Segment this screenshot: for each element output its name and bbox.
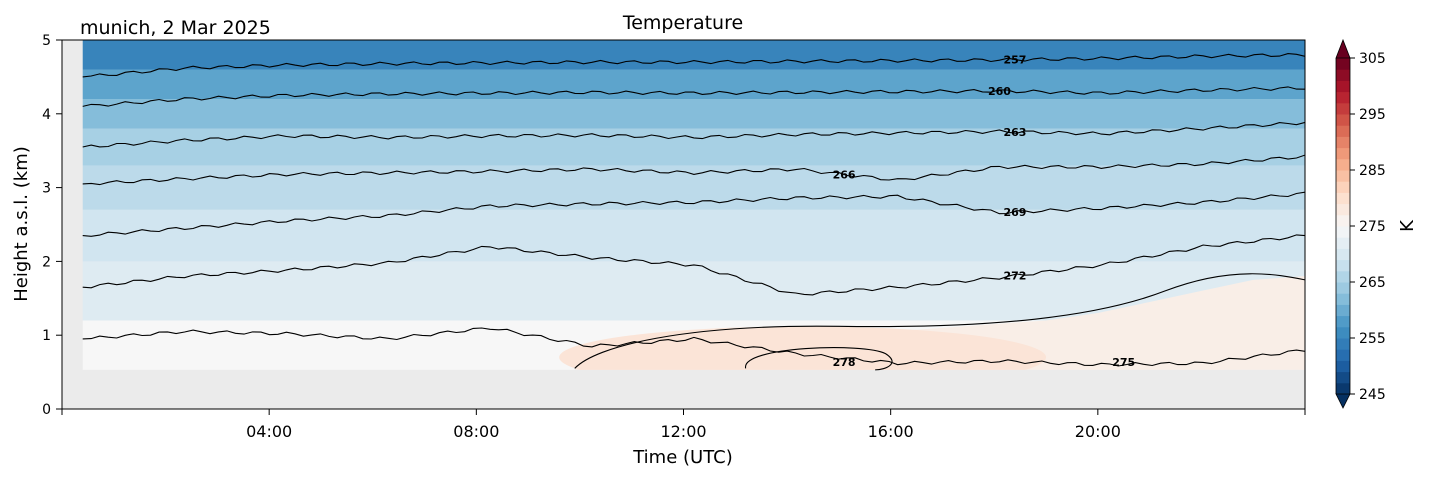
colorbar-segment — [1336, 114, 1350, 126]
temperature-band — [82, 165, 1305, 210]
x-tick-label: 16:00 — [868, 422, 914, 441]
colorbar-segment — [1336, 181, 1350, 193]
colorbar-extend-max — [1335, 38, 1351, 59]
temperature-band — [82, 40, 1305, 70]
y-tick-label: 2 — [42, 254, 51, 270]
colorbar-segment — [1336, 282, 1350, 294]
colorbar-segment — [1336, 58, 1350, 70]
colorbar-segment — [1336, 237, 1350, 249]
colorbar-segment — [1336, 270, 1350, 283]
colorbar-tick-label: 255 — [1359, 331, 1386, 347]
contour-label-266: 266 — [833, 168, 856, 181]
y-tick-label: 3 — [42, 181, 51, 197]
x-tick-label: 04:00 — [246, 422, 292, 441]
contour-label-257: 257 — [1003, 54, 1026, 67]
contour-266 — [82, 154, 1305, 186]
contour-label-275: 275 — [1112, 356, 1135, 369]
chart-subtitle: munich, 2 Mar 2025 — [80, 17, 271, 39]
temperature-band — [82, 69, 1305, 100]
colorbar-segment — [1336, 69, 1350, 81]
temperature-band — [82, 99, 1305, 129]
colorbar-segment — [1336, 371, 1350, 384]
colorbar-segment — [1336, 226, 1350, 238]
contour-275-boundary — [574, 273, 1305, 369]
colorbar-segment — [1336, 170, 1350, 182]
contour-label-260: 260 — [988, 85, 1011, 98]
x-tick-label: 08:00 — [453, 422, 499, 441]
contour-263 — [82, 121, 1305, 148]
colorbar-segment — [1336, 315, 1350, 328]
x-tick-label: 20:00 — [1075, 422, 1121, 441]
y-axis-label: Height a.s.l. (km) — [11, 146, 32, 302]
y-tick-label: 4 — [42, 107, 51, 123]
temperature-band — [82, 128, 1305, 166]
y-tick-label: 0 — [42, 402, 51, 418]
contour-lines — [82, 53, 1305, 371]
colorbar-segment — [1336, 91, 1350, 104]
contour-label-278: 278 — [833, 356, 856, 369]
colorbar-segment — [1336, 147, 1350, 160]
temperature-fill — [62, 40, 1305, 409]
chart-title: Temperature — [622, 12, 743, 34]
colorbar-segment — [1336, 214, 1350, 227]
colorbar-tick-label: 295 — [1359, 107, 1386, 123]
colorbar-segment — [1336, 203, 1350, 216]
colorbar-segment — [1336, 192, 1350, 205]
colorbar-segment — [1336, 360, 1350, 373]
colorbar-tick-label: 285 — [1359, 163, 1386, 179]
plot-area: 257 260 263 266 269 272 275 278 — [62, 40, 1305, 409]
colorbar-segment — [1336, 326, 1350, 339]
x-axis-label: Time (UTC) — [632, 447, 733, 468]
colorbar-segment — [1336, 304, 1350, 317]
contour-269 — [82, 191, 1305, 237]
colorbar-segment — [1336, 349, 1350, 361]
contour-257 — [82, 53, 1305, 78]
colorbar-segment — [1336, 293, 1350, 305]
contour-272 — [82, 234, 1305, 296]
colorbar-segment — [1336, 158, 1350, 171]
contour-275 — [82, 327, 1305, 367]
colorbar-segment — [1336, 259, 1350, 272]
temperature-band — [82, 209, 1305, 262]
masked-region — [62, 369, 1305, 409]
contour-labels: 257 260 263 266 269 272 275 278 — [833, 54, 1136, 369]
contour-278 — [745, 347, 893, 371]
colorbar-tick-label: 245 — [1359, 387, 1386, 403]
contour-label-272: 272 — [1003, 270, 1026, 283]
colorbar-segment — [1336, 102, 1350, 115]
colorbar-tick-label: 305 — [1359, 51, 1386, 67]
colorbar-segment — [1336, 338, 1350, 350]
colorbar-label: K — [1397, 219, 1418, 232]
colorbar-segment — [1336, 248, 1350, 261]
y-axis: 0 1 2 3 4 5 — [42, 33, 62, 418]
y-tick-label: 1 — [42, 328, 51, 344]
colorbar-extend-min — [1335, 393, 1351, 409]
x-axis: 04:00 08:00 12:00 16:00 20:00 — [61, 409, 1306, 441]
colorbar-segment — [1336, 125, 1350, 137]
x-tick-label: 12:00 — [660, 422, 706, 441]
colorbar-segment — [1336, 382, 1350, 395]
colorbar-tick-label: 265 — [1359, 275, 1386, 291]
colorbar: 245 255 265 275 285 295 305 — [1335, 38, 1386, 409]
contour-260 — [82, 86, 1305, 107]
temperature-band — [82, 261, 1305, 321]
y-tick-label: 5 — [42, 33, 51, 49]
contour-label-269: 269 — [1003, 206, 1026, 219]
colorbar-segment — [1336, 80, 1350, 93]
colorbar-segment — [1336, 136, 1350, 149]
colorbar-tick-label: 275 — [1359, 219, 1386, 235]
contour-label-263: 263 — [1003, 126, 1026, 139]
